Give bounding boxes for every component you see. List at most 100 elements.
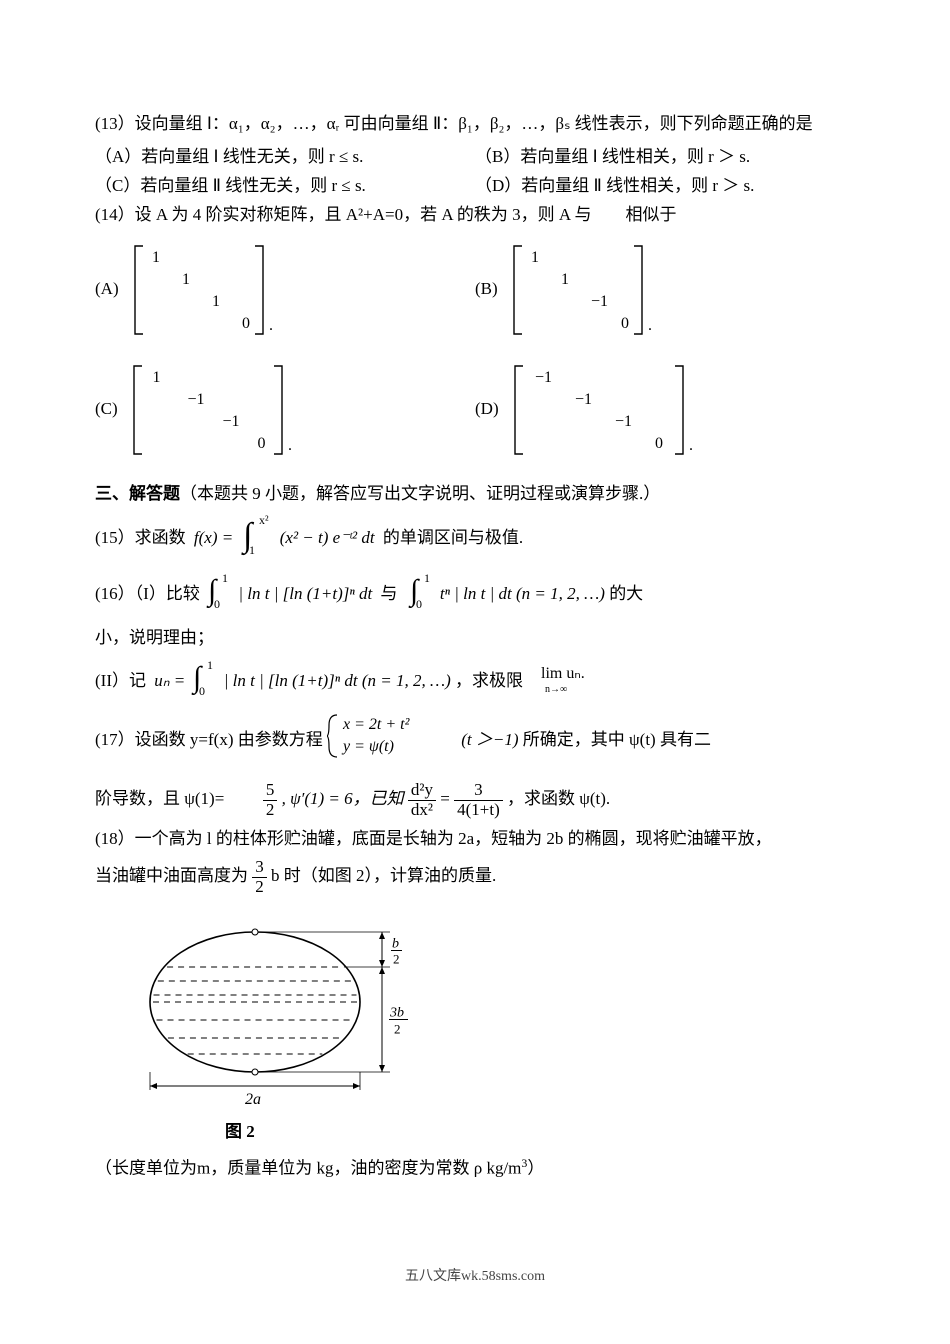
q14-matrixB: 11−10.: [508, 240, 658, 340]
q16-expr2: tⁿ | ln t | dt (n = 1, 2, …): [440, 584, 605, 603]
svg-text:n→∞: n→∞: [545, 684, 567, 694]
q17-f1num: 5: [263, 781, 278, 801]
svg-text:1: 1: [152, 369, 160, 386]
q18-line1: (18）一个高为 l 的柱体形贮油罐，底面是长轴为 2a，短轴为 2b 的椭圆，…: [95, 825, 855, 854]
svg-text:0: 0: [655, 435, 663, 452]
q13-options-row1: （A）若向量组 Ⅰ 线性无关，则 r ≤ s. （B）若向量组 Ⅰ 线性相关，则…: [95, 143, 855, 172]
q14-labelD: (D): [475, 395, 499, 424]
q17-deriv: d²y dx²: [408, 781, 436, 819]
svg-text:−1: −1: [187, 391, 204, 408]
svg-text:.: .: [269, 317, 273, 334]
svg-text:1: 1: [182, 271, 190, 288]
q13-stem: (13）设向量组 Ⅰ：α₁，α₂，…，αᵣ 可由向量组 Ⅱ：β₁，β₂，…，βₛ…: [95, 110, 855, 139]
q18-l2b: b 时（如图 2），计算油的质量.: [271, 866, 496, 885]
svg-text:−1: −1: [615, 413, 632, 430]
section3: 三、解答题（本题共 9 小题，解答应写出文字说明、证明过程或演算步骤.）: [95, 480, 855, 509]
q16-expr1: | ln t | [ln (1+t)]ⁿ dt: [238, 584, 372, 603]
q14-matrixC: 1 −1 −1 0.: [128, 360, 298, 460]
svg-text:1: 1: [424, 571, 430, 585]
svg-text:−1: −1: [591, 293, 608, 310]
q15-detail: 的单调区间与极值.: [383, 528, 523, 547]
svg-text:lim uₙ.: lim uₙ.: [541, 665, 585, 682]
svg-text:1: 1: [531, 249, 539, 266]
q15-integral: ∫ x² 1: [237, 512, 275, 566]
q14-cell-D: (D) −1 −1 −1 0.: [475, 360, 855, 460]
q16-p2-inttxt: | ln t | [ln (1+t)]ⁿ dt (n = 1, 2, …): [224, 671, 451, 690]
q17-rhs: 3 4(1+t): [454, 781, 503, 819]
section3-note: （本题共 9 小题，解答应写出文字说明、证明过程或演算步骤.）: [180, 484, 660, 503]
figure-2-caption: 图 2: [225, 1118, 855, 1147]
figure-2-svg: b23b22a: [125, 907, 445, 1107]
q14-matrixA: 1 1 1 0.: [129, 240, 279, 340]
q17-l1b: 所确定，其中 ψ(t) 具有二: [523, 730, 711, 749]
svg-text:−1: −1: [575, 391, 592, 408]
svg-text:0: 0: [242, 315, 250, 332]
q14-cell-C: (C) 1 −1 −1 0.: [95, 360, 475, 460]
q14-labelC: (C): [95, 395, 118, 424]
svg-text:.: .: [288, 437, 292, 454]
q17-l1a: (17）设函数 y=f(x) 由参数方程: [95, 730, 323, 749]
figure-2: b23b22a 图 2: [125, 907, 855, 1148]
footer: 五八文库wk.58sms.com: [0, 1265, 950, 1289]
q17-l2b: ，求函数 ψ(t).: [507, 789, 610, 808]
svg-text:1: 1: [207, 658, 213, 672]
q16-int2: ∫ 1 0: [406, 570, 436, 620]
svg-text:0: 0: [416, 597, 422, 610]
q15-integrand: (x² − t) e⁻ᵗ² dt: [280, 528, 375, 547]
q16-p2b: ，求极限: [455, 671, 523, 690]
svg-text:y = ψ(t): y = ψ(t): [341, 738, 394, 755]
q17-frac1: 5 2: [263, 781, 278, 819]
q13-optB: （B）若向量组 Ⅰ 线性相关，则 r ＞ s.: [475, 143, 855, 172]
q18-ua: （长度单位为m，质量单位为 kg，油的密度为常数 ρ kg/m: [95, 1159, 521, 1178]
q18-line2: 当油罐中油面高度为 3 2 b 时（如图 2），计算油的质量.: [95, 858, 855, 896]
q16-p1-line2: 小，说明理由；: [95, 624, 855, 653]
q16-p2a: (II）记: [95, 671, 146, 690]
svg-text:3b: 3b: [389, 1005, 404, 1020]
q18-fn: 3: [252, 858, 267, 878]
svg-text:0: 0: [199, 684, 205, 697]
q14-labelB: (B): [475, 275, 498, 304]
svg-text:0: 0: [621, 315, 629, 332]
q18-ub: ）: [527, 1159, 544, 1178]
svg-text:1: 1: [561, 271, 569, 288]
q18-units: （长度单位为m，质量单位为 kg，油的密度为常数 ρ kg/m3）: [95, 1153, 855, 1184]
q17-rnum: 3: [454, 781, 503, 801]
q14-cell-A: (A) 1110.: [95, 240, 475, 340]
q17-brace: x = 2t + t² y = ψ(t): [327, 711, 457, 771]
q13-options-row2: （C）若向量组 Ⅱ 线性无关，则 r ≤ s. （D）若向量组 Ⅱ 线性相关，则…: [95, 172, 855, 201]
svg-text:−1: −1: [222, 413, 239, 430]
q15-flabel: f(x) =: [194, 528, 233, 547]
section3-title: 三、解答题: [95, 484, 180, 503]
q17-rden: 4(1+t): [454, 801, 503, 820]
svg-text:0: 0: [214, 597, 220, 610]
q17-f1den: 2: [263, 801, 278, 820]
svg-text:−1: −1: [535, 369, 552, 386]
q16-p2-int: ∫ 1 0: [189, 657, 219, 707]
svg-text:1: 1: [212, 293, 220, 310]
q17-eq: =: [440, 789, 454, 808]
q13-optC: （C）若向量组 Ⅱ 线性无关，则 r ≤ s.: [95, 172, 475, 201]
q17-cond: (t ＞−1): [461, 730, 518, 749]
q17-line1: (17）设函数 y=f(x) 由参数方程 x = 2t + t² y = ψ(t…: [95, 711, 855, 771]
q16-p1b: 的大: [609, 584, 643, 603]
q16-p1a: (16）（I）比较: [95, 584, 200, 603]
svg-text:2a: 2a: [245, 1091, 261, 1107]
q15: (15）求函数 f(x) = ∫ x² 1 (x² − t) e⁻ᵗ² dt 的…: [95, 512, 855, 566]
svg-text:b: b: [392, 936, 399, 951]
q16-ueq: uₙ =: [154, 671, 185, 690]
q16-p2: (II）记 uₙ = ∫ 1 0 | ln t | [ln (1+t)]ⁿ dt…: [95, 657, 855, 707]
svg-text:1: 1: [152, 249, 160, 266]
svg-text:.: .: [689, 437, 693, 454]
svg-text:x = 2t + t²: x = 2t + t²: [342, 716, 411, 733]
svg-text:1: 1: [222, 571, 228, 585]
svg-text:2: 2: [393, 951, 400, 966]
q14-stem: (14）设 A 为 4 阶实对称矩阵，且 A²+A=0，若 A 的秩为 3，则 …: [95, 201, 855, 230]
svg-text:0: 0: [257, 435, 265, 452]
q16-mid: 与: [380, 584, 397, 603]
q14-matrixD: −1 −1 −1 0.: [509, 360, 699, 460]
svg-text:2: 2: [394, 1021, 401, 1036]
q17-dnum: d²y: [408, 781, 436, 801]
q13-optD: （D）若向量组 Ⅱ 线性相关，则 r ＞ s.: [475, 172, 855, 201]
q14-row1: (A) 1110. (B) 11−10.: [95, 240, 855, 340]
q17-dden: dx²: [408, 801, 436, 820]
